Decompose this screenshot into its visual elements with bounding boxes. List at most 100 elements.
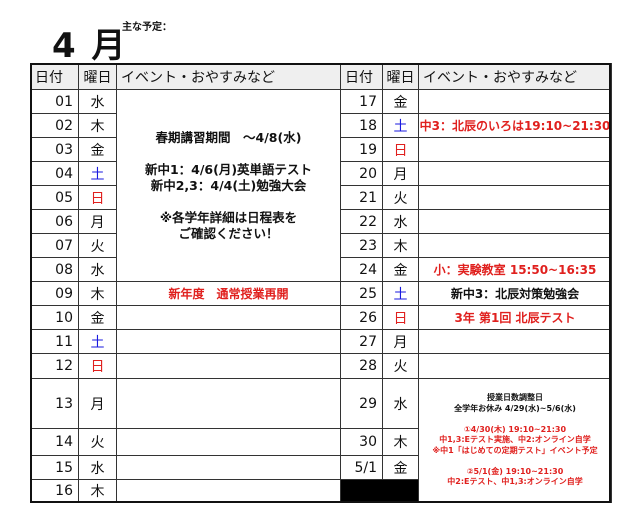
holiday-line: ②5/1(金) 19:10~21:30 [466, 466, 564, 476]
event-cell[interactable] [116, 353, 341, 379]
weekday-cell: 日 [382, 137, 419, 162]
event-cell[interactable] [418, 89, 612, 114]
notice-line: 新中1：4/6(月)英単語テスト [144, 161, 313, 177]
event-cell[interactable]: 中3：北辰のいろは19:10~21:30 [418, 113, 612, 138]
weekday-cell: 木 [78, 113, 117, 138]
weekday-cell: 金 [382, 455, 419, 480]
weekday-cell: 木 [382, 233, 419, 258]
weekday-cell: 日 [78, 353, 117, 379]
event-cell[interactable] [418, 137, 612, 162]
date-cell: 23 [340, 233, 383, 258]
date-cell: 13 [30, 378, 79, 429]
header-weekday: 曜日 [382, 63, 419, 90]
date-cell: 01 [30, 89, 79, 114]
date-cell: 07 [30, 233, 79, 258]
event-cell[interactable]: 3年 第1回 北辰テスト [418, 305, 612, 330]
event-cell[interactable] [116, 329, 341, 354]
event-cell[interactable] [116, 455, 341, 480]
date-cell: 26 [340, 305, 383, 330]
weekday-cell: 水 [78, 257, 117, 282]
month-title: 4 月 [52, 26, 128, 66]
date-cell: 5/1 [340, 455, 383, 480]
notice-line: 春期講習期間 ～4/8(水) [155, 129, 302, 145]
notice-line [226, 146, 230, 162]
weekday-cell: 水 [382, 209, 419, 234]
date-cell: 28 [340, 353, 383, 379]
weekday-cell: 月 [382, 329, 419, 354]
notice-line: ご確認ください！ [178, 225, 279, 241]
date-cell: 05 [30, 185, 79, 210]
weekday-cell: 水 [78, 455, 117, 480]
date-cell: 27 [340, 329, 383, 354]
header-weekday: 曜日 [78, 63, 117, 90]
holiday-line [514, 456, 517, 467]
weekday-cell: 月 [382, 161, 419, 186]
weekday-cell: 木 [382, 428, 419, 456]
date-cell: 14 [30, 428, 79, 456]
date-cell: 29 [340, 378, 383, 429]
weekday-cell: 土 [78, 161, 117, 186]
weekday-cell: 水 [382, 378, 419, 429]
weekday-cell: 月 [78, 209, 117, 234]
date-cell: 03 [30, 137, 79, 162]
weekday-cell: 金 [382, 257, 419, 282]
date-cell: 17 [340, 89, 383, 114]
holiday-line: 授業日数調整日 [487, 393, 543, 403]
event-cell[interactable] [418, 209, 612, 234]
header-event: イベント・おやすみなど [418, 63, 612, 90]
weekday-cell: 火 [382, 353, 419, 379]
holiday-line: ※中1「はじめての定期テスト」イベント予定 [432, 445, 598, 455]
weekday-cell: 木 [78, 281, 117, 306]
date-cell: 16 [30, 479, 79, 503]
event-cell[interactable] [418, 329, 612, 354]
date-cell: 19 [340, 137, 383, 162]
weekday-cell: 金 [78, 137, 117, 162]
event-cell[interactable] [116, 378, 341, 429]
date-cell: 12 [30, 353, 79, 379]
date-cell: 25 [340, 281, 383, 306]
date-cell: 10 [30, 305, 79, 330]
event-cell[interactable] [116, 305, 341, 330]
event-cell[interactable] [418, 353, 612, 379]
event-cell[interactable]: 小：実験教室 15:50~16:35 [418, 257, 612, 282]
notice-line [226, 194, 230, 210]
date-cell: 30 [340, 428, 383, 456]
holiday-line: 中1,3:Eテスト実施、中2:オンライン自学 [439, 435, 591, 445]
holiday-line: ①4/30(木) 19:10~21:30 [463, 424, 567, 434]
holiday-line: 全学年お休み 4/29(水)~5/6(水) [454, 403, 576, 413]
weekday-cell: 金 [78, 305, 117, 330]
header-date: 日付 [340, 63, 383, 90]
weekday-cell: 土 [382, 281, 419, 306]
date-cell: 11 [30, 329, 79, 354]
date-cell: 22 [340, 209, 383, 234]
date-cell: 15 [30, 455, 79, 480]
date-cell: 09 [30, 281, 79, 306]
weekday-cell: 月 [78, 378, 117, 429]
event-cell[interactable]: 新中3：北辰対策勉強会 [418, 281, 612, 306]
event-cell[interactable] [418, 233, 612, 258]
spring-course-notice: 春期講習期間 ～4/8(水) 新中1：4/6(月)英単語テスト 新中2,3：4/4… [116, 89, 341, 282]
weekday-cell: 金 [382, 89, 419, 114]
blank-black-cell [340, 479, 419, 503]
event-cell[interactable] [418, 185, 612, 210]
weekday-cell: 土 [382, 113, 419, 138]
event-cell[interactable] [116, 428, 341, 456]
weekday-cell: 日 [78, 185, 117, 210]
event-cell[interactable] [418, 161, 612, 186]
event-cell[interactable] [116, 479, 341, 503]
weekday-cell: 火 [78, 428, 117, 456]
weekday-cell: 日 [382, 305, 419, 330]
event-cell[interactable]: 新年度 通常授業再開 [116, 281, 341, 306]
holiday-line: 中2:Eテスト、中1,3:オンライン自学 [447, 477, 583, 487]
date-cell: 02 [30, 113, 79, 138]
date-cell: 21 [340, 185, 383, 210]
notice-line: 新中2,3：4/4(土)勉強大会 [150, 177, 307, 193]
weekday-cell: 木 [78, 479, 117, 503]
weekday-cell: 水 [78, 89, 117, 114]
weekday-cell: 火 [78, 233, 117, 258]
header-date: 日付 [30, 63, 79, 90]
holiday-notice: 授業日数調整日 全学年お休み 4/29(水)~5/6(水) ①4/30(木) 19… [418, 378, 612, 503]
date-cell: 24 [340, 257, 383, 282]
date-cell: 20 [340, 161, 383, 186]
header-event: イベント・おやすみなど [116, 63, 341, 90]
